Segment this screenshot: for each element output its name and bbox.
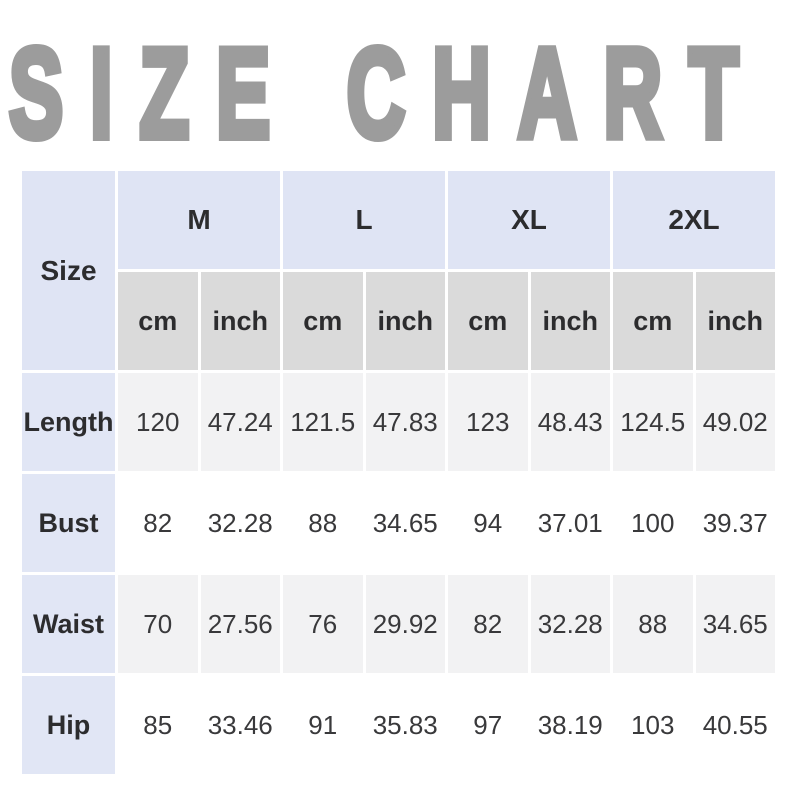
- unit-header-cm: cm: [613, 272, 693, 370]
- size-group-header-2xl: 2XL: [613, 171, 775, 269]
- measurement-cell: 82: [118, 474, 198, 572]
- row-label: Hip: [22, 676, 115, 774]
- row-label: Length: [22, 373, 115, 471]
- measurement-cell: 35.83: [365, 676, 445, 774]
- unit-header-cm: cm: [118, 272, 198, 370]
- measurement-cell: 33.46: [200, 676, 280, 774]
- measurement-cell: 32.28: [530, 575, 610, 673]
- measurement-cell: 37.01: [530, 474, 610, 572]
- unit-header-row: cm inch cm inch cm inch cm inch: [22, 272, 775, 370]
- unit-header-cm: cm: [448, 272, 528, 370]
- measurement-cell: 121.5: [283, 373, 363, 471]
- measurement-cell: 103: [613, 676, 693, 774]
- measurement-cell: 39.37: [695, 474, 775, 572]
- measurement-cell: 27.56: [200, 575, 280, 673]
- table-row-length: Length 120 47.24 121.5 47.83 123 48.43 1…: [22, 373, 775, 471]
- size-group-header-l: L: [283, 171, 445, 269]
- unit-header-inch: inch: [365, 272, 445, 370]
- measurement-cell: 70: [118, 575, 198, 673]
- unit-header-cm: cm: [283, 272, 363, 370]
- measurement-cell: 88: [283, 474, 363, 572]
- size-group-header-xl: XL: [448, 171, 610, 269]
- measurement-cell: 49.02: [695, 373, 775, 471]
- measurement-cell: 91: [283, 676, 363, 774]
- measurement-cell: 124.5: [613, 373, 693, 471]
- unit-header-inch: inch: [200, 272, 280, 370]
- measurement-cell: 32.28: [200, 474, 280, 572]
- measurement-cell: 47.24: [200, 373, 280, 471]
- table-row-hip: Hip 85 33.46 91 35.83 97 38.19 103 40.55: [22, 676, 775, 774]
- title-banner: SIZE CHART: [0, 0, 800, 168]
- row-label: Waist: [22, 575, 115, 673]
- measurement-cell: 34.65: [695, 575, 775, 673]
- measurement-cell: 82: [448, 575, 528, 673]
- table-corner-label: Size: [22, 171, 115, 370]
- measurement-cell: 85: [118, 676, 198, 774]
- measurement-cell: 29.92: [365, 575, 445, 673]
- unit-header-inch: inch: [530, 272, 610, 370]
- size-chart-table: Size M L XL 2XL cm inch cm inch cm inch …: [19, 168, 778, 777]
- measurement-cell: 40.55: [695, 676, 775, 774]
- measurement-cell: 120: [118, 373, 198, 471]
- measurement-cell: 48.43: [530, 373, 610, 471]
- measurement-cell: 100: [613, 474, 693, 572]
- size-group-header-m: M: [118, 171, 280, 269]
- measurement-cell: 76: [283, 575, 363, 673]
- measurement-cell: 123: [448, 373, 528, 471]
- size-chart-title: SIZE CHART: [6, 22, 766, 164]
- row-label: Bust: [22, 474, 115, 572]
- measurement-cell: 34.65: [365, 474, 445, 572]
- measurement-cell: 38.19: [530, 676, 610, 774]
- table-row-bust: Bust 82 32.28 88 34.65 94 37.01 100 39.3…: [22, 474, 775, 572]
- table-row-waist: Waist 70 27.56 76 29.92 82 32.28 88 34.6…: [22, 575, 775, 673]
- measurement-cell: 97: [448, 676, 528, 774]
- size-group-header-row: Size M L XL 2XL: [22, 171, 775, 370]
- unit-header-inch: inch: [695, 272, 775, 370]
- measurement-cell: 94: [448, 474, 528, 572]
- measurement-cell: 88: [613, 575, 693, 673]
- measurement-cell: 47.83: [365, 373, 445, 471]
